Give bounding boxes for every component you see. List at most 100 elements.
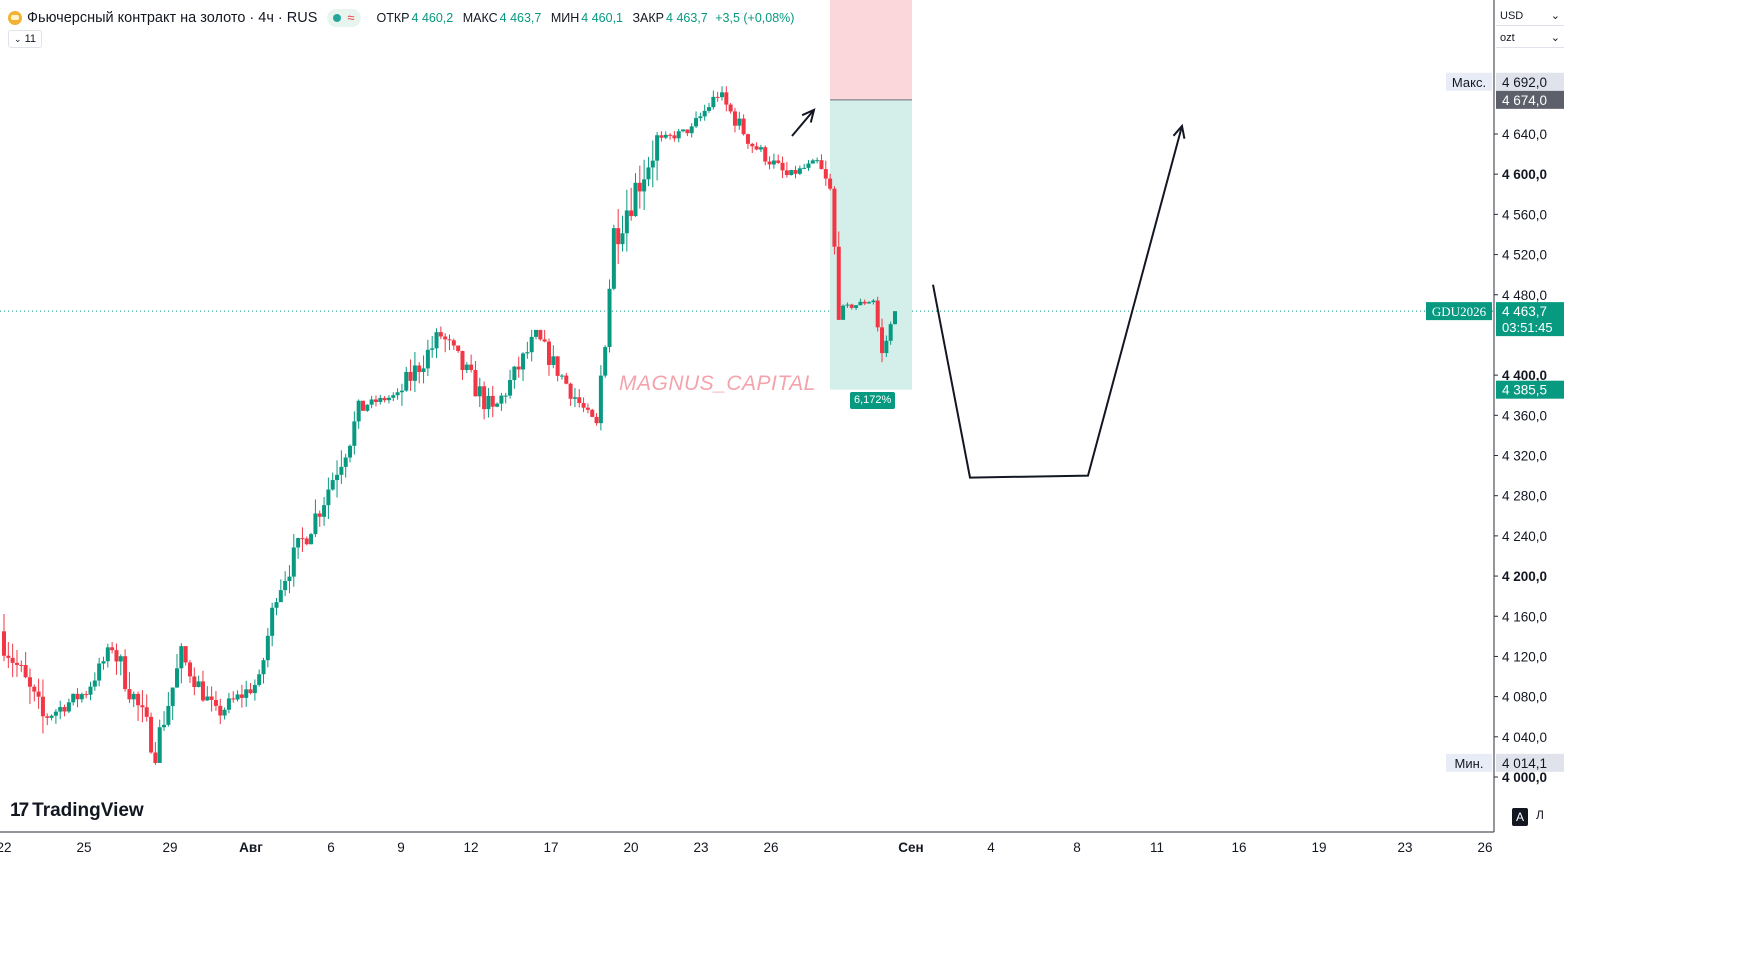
candle <box>555 356 560 382</box>
candle <box>79 692 84 703</box>
candle <box>745 133 750 149</box>
candle-body <box>694 118 699 127</box>
candle-body <box>252 684 257 694</box>
candle-body <box>274 602 279 608</box>
candle <box>304 536 309 546</box>
symbol-title[interactable]: Фьючерсный контракт на золото · 4ч · RUS <box>27 10 318 26</box>
candle <box>127 672 132 704</box>
candle <box>508 369 513 399</box>
price-badge-value: 4 463,7 <box>1502 304 1547 319</box>
candle <box>40 679 45 734</box>
candle-body <box>45 716 50 718</box>
candle <box>832 186 837 255</box>
candle <box>417 362 422 384</box>
candle-body <box>373 399 378 402</box>
price-tick-label: 4 040,0 <box>1502 730 1547 745</box>
candle-body <box>611 228 616 289</box>
candle-body <box>317 513 322 517</box>
candle <box>309 532 314 545</box>
ohlc-high-value: 4 463,7 <box>499 11 542 25</box>
candle <box>36 678 41 709</box>
auto-scale-button[interactable]: A <box>1512 808 1528 826</box>
candle-body <box>477 386 482 397</box>
unit-select[interactable]: ozt ⌄ <box>1496 28 1564 48</box>
candle <box>629 187 634 221</box>
candle <box>594 413 599 426</box>
log-scale-button[interactable]: Л <box>1536 808 1544 822</box>
gold-symbol-icon[interactable] <box>8 11 22 25</box>
candle <box>356 399 361 429</box>
candle-body <box>633 182 638 217</box>
candle <box>681 129 686 133</box>
candle <box>23 651 28 679</box>
candle-body <box>681 129 686 132</box>
candle <box>672 131 677 142</box>
candle <box>598 365 603 431</box>
candle-body <box>101 661 106 664</box>
candle-body <box>187 662 192 677</box>
candle-body <box>888 324 893 341</box>
candle <box>248 683 253 695</box>
price-badge-value: 4 692,0 <box>1502 75 1547 90</box>
candle-body <box>594 416 599 424</box>
candle-body <box>430 348 435 350</box>
candle <box>771 153 776 169</box>
candle-body <box>832 188 837 247</box>
candle-body <box>841 305 846 320</box>
candle-body <box>499 395 504 404</box>
candle-body <box>14 662 19 665</box>
candle <box>849 303 854 310</box>
candle-body <box>815 160 820 162</box>
candle <box>750 142 755 153</box>
candle-body <box>828 178 833 189</box>
candle-body <box>521 353 526 370</box>
candle-body <box>360 400 365 411</box>
candle <box>525 341 530 359</box>
candle-body <box>352 421 357 446</box>
candle-body <box>819 160 824 170</box>
candle <box>157 719 162 763</box>
candle-body <box>339 466 344 475</box>
candle-body <box>451 340 456 346</box>
candle-body <box>884 340 889 354</box>
candle-body <box>92 680 97 687</box>
candle <box>114 643 119 675</box>
ohlc-open-value: 4 460,2 <box>411 11 454 25</box>
candle-body <box>771 160 776 165</box>
candle-body <box>893 311 897 325</box>
candle-body <box>196 681 201 687</box>
candle <box>200 670 205 702</box>
candle <box>322 496 327 526</box>
candle-body <box>84 694 89 696</box>
time-tick-label: 12 <box>463 840 478 855</box>
currency-select[interactable]: USD ⌄ <box>1496 6 1564 26</box>
candle <box>162 711 167 731</box>
indicators-toggle-button[interactable]: ⌄ 11 <box>8 30 42 48</box>
candle <box>149 712 154 754</box>
candle <box>620 215 625 252</box>
candle <box>469 354 474 373</box>
candle <box>534 329 539 340</box>
candle <box>503 392 508 404</box>
candle <box>97 657 102 687</box>
candle <box>884 335 889 358</box>
price-badge-box <box>1496 380 1564 399</box>
candle <box>447 334 452 351</box>
candle <box>408 359 413 391</box>
candle <box>780 156 785 179</box>
candle-body <box>447 339 452 341</box>
candle <box>819 154 824 170</box>
candle-body <box>205 696 210 701</box>
time-tick-label: 26 <box>763 840 778 855</box>
candle <box>382 396 387 403</box>
candle <box>88 681 93 701</box>
candle <box>326 477 331 520</box>
tradingview-logo[interactable]: 17 TradingView <box>10 800 144 822</box>
target-percent-label: 6,172% <box>850 391 896 409</box>
candle-body <box>555 356 560 376</box>
candle-body <box>495 403 500 407</box>
candle <box>218 698 223 725</box>
market-status[interactable]: ≈ <box>327 9 361 27</box>
candle-body <box>140 705 145 708</box>
